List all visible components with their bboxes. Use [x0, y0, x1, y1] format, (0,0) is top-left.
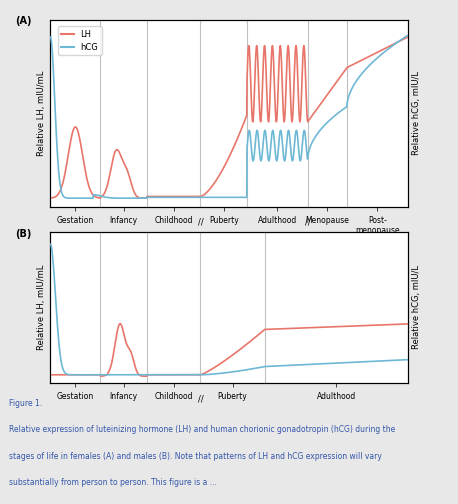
Y-axis label: Relative LH, mIU/mL: Relative LH, mIU/mL [37, 71, 46, 156]
Y-axis label: Relative LH, mIU/mL: Relative LH, mIU/mL [37, 265, 46, 350]
Y-axis label: Relative hCG, mIU/L: Relative hCG, mIU/L [412, 266, 421, 349]
Text: (B): (B) [15, 229, 31, 239]
Text: //: // [197, 218, 203, 227]
Text: Relative expression of luteinizing hormone (LH) and human chorionic gonadotropin: Relative expression of luteinizing hormo… [9, 425, 395, 434]
Text: stages of life in females (A) and males (B). Note that patterns of LH and hCG ex: stages of life in females (A) and males … [9, 452, 382, 461]
Text: Figure 1.: Figure 1. [9, 399, 42, 408]
Legend: LH, hCG: LH, hCG [58, 26, 102, 55]
Text: substantially from person to person. This figure is a ...: substantially from person to person. Thi… [9, 478, 217, 487]
Text: (A): (A) [15, 17, 31, 26]
Text: //: // [197, 394, 203, 403]
Text: //: // [305, 218, 311, 227]
Y-axis label: Relative hCG, mIU/L: Relative hCG, mIU/L [412, 72, 421, 155]
